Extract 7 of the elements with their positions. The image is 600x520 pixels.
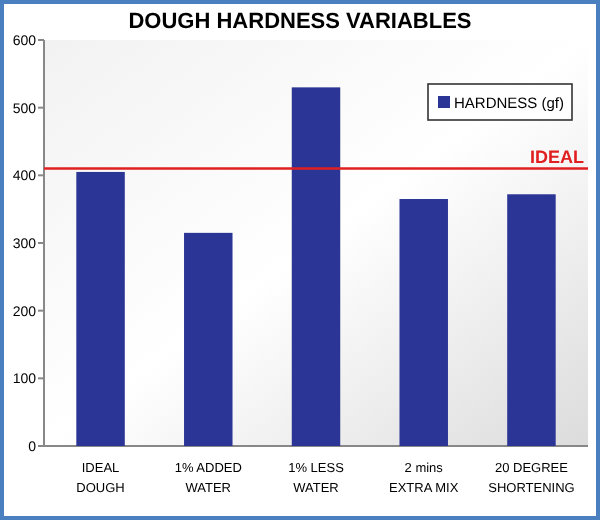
chart-title: DOUGH HARDNESS VARIABLES: [128, 10, 472, 34]
bar: [399, 199, 448, 446]
bar: [184, 232, 233, 446]
bar: [76, 171, 125, 446]
ref-line-label: IDEAL: [530, 146, 585, 167]
bar: [507, 194, 556, 446]
bar: [291, 87, 341, 446]
